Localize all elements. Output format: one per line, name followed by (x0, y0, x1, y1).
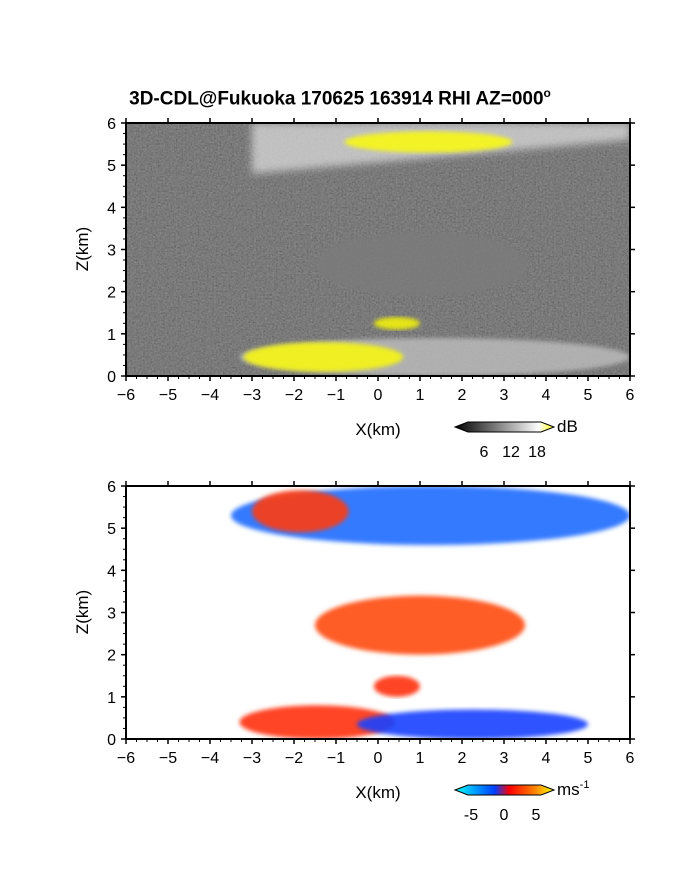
figure-title: 3D-CDL@Fukuoka 170625 163914 RHI AZ=000o (129, 86, 551, 110)
reflectivity-x-tick-label: 6 (626, 387, 635, 404)
velocity-x-tick-label: 1 (416, 750, 425, 767)
velocity-x-tick-label: −3 (243, 750, 261, 767)
reflectivity-small-cloud (373, 316, 420, 330)
reflectivity-boundary-layer-high-echo (243, 342, 404, 372)
velocity-colorbar-unit: ms-1 (557, 779, 589, 799)
velocity-y-tick-label: 2 (107, 648, 116, 665)
reflectivity-y-tick-label: 5 (107, 158, 116, 175)
reflectivity-y-tick-label: 2 (107, 285, 116, 302)
reflectivity-x-axis-label: X(km) (355, 420, 400, 439)
velocity-y-tick-label: 0 (107, 732, 116, 749)
velocity-x-tick-label: 6 (626, 750, 635, 767)
reflectivity-x-tick-label: −6 (117, 387, 135, 404)
reflectivity-colorbar: dB 6 12 18 (453, 417, 578, 461)
reflectivity-x-tick-label: 0 (374, 387, 383, 404)
reflectivity-x-tick-label: 2 (458, 387, 467, 404)
velocity-y-tick-label: 4 (107, 563, 116, 580)
velocity-y-tick-label: 1 (107, 690, 116, 707)
velocity-x-tick-label: −6 (117, 750, 135, 767)
velocity-y-tick-label: 6 (107, 479, 116, 496)
velocity-cirrus-receding (251, 490, 349, 533)
velocity-x-tick-label: 5 (584, 750, 593, 767)
velocity-y-axis-label: Z(km) (73, 590, 92, 634)
velocity-x-tick-label: −2 (285, 750, 303, 767)
reflectivity-x-tick-label: −2 (285, 387, 303, 404)
velocity-boundary-layer-approaching (357, 709, 588, 739)
reflectivity-y-tick-label: 1 (107, 327, 116, 344)
reflectivity-colorbar-tick: 12 (502, 444, 520, 461)
reflectivity-mid-layer (315, 232, 530, 296)
velocity-small-cloud (373, 675, 420, 697)
velocity-x-tick-label: 4 (542, 750, 551, 767)
reflectivity-x-tick-label: 4 (542, 387, 551, 404)
reflectivity-cirrus-high-echo (344, 131, 513, 153)
reflectivity-y-tick-label: 0 (107, 369, 116, 386)
reflectivity-colorbar-tick: 18 (528, 444, 546, 461)
velocity-colorbar-tick: 0 (500, 807, 509, 824)
velocity-colorbar-bar (453, 784, 556, 796)
title-degree-mark: o (543, 86, 551, 100)
velocity-panel: −6 −5 −4 −3 −2 −1 0 1 2 3 4 5 6 0 1 2 3 4 5 6 X(km) Z(km) m… (73, 479, 635, 824)
velocity-x-tick-label: 0 (374, 750, 383, 767)
reflectivity-y-tick-label: 4 (107, 200, 116, 217)
velocity-y-tick-label: 3 (107, 606, 116, 623)
velocity-colorbar-unit-exponent: -1 (580, 779, 590, 791)
velocity-colorbar: ms-1 -5 0 5 (453, 779, 589, 824)
velocity-x-tick-label: 3 (500, 750, 509, 767)
velocity-colorbar-tick: -5 (464, 807, 478, 824)
velocity-y-tick-label: 5 (107, 521, 116, 538)
reflectivity-x-tick-label: 3 (500, 387, 509, 404)
reflectivity-x-tick-label: 5 (584, 387, 593, 404)
velocity-colorbar-tick: 5 (532, 807, 541, 824)
reflectivity-x-tick-label: −5 (159, 387, 177, 404)
velocity-x-tick-label: −5 (159, 750, 177, 767)
velocity-x-tick-label: −1 (327, 750, 345, 767)
reflectivity-x-tick-label: −4 (201, 387, 219, 404)
reflectivity-colorbar-tick: 6 (480, 444, 489, 461)
velocity-mid-layer-mixed (315, 595, 525, 655)
reflectivity-y-axis-label: Z(km) (73, 227, 92, 271)
velocity-boundary-layer-receding (239, 705, 395, 739)
reflectivity-y-tick-label: 6 (107, 116, 116, 133)
velocity-x-tick-label: 2 (458, 750, 467, 767)
velocity-x-axis-label: X(km) (355, 783, 400, 802)
reflectivity-colorbar-bar (453, 421, 556, 433)
reflectivity-x-tick-label: −3 (243, 387, 261, 404)
reflectivity-x-tick-label: 1 (416, 387, 425, 404)
reflectivity-y-tick-label: 3 (107, 243, 116, 260)
velocity-x-tick-label: −4 (201, 750, 219, 767)
reflectivity-x-tick-label: −1 (327, 387, 345, 404)
reflectivity-colorbar-unit: dB (557, 417, 578, 436)
